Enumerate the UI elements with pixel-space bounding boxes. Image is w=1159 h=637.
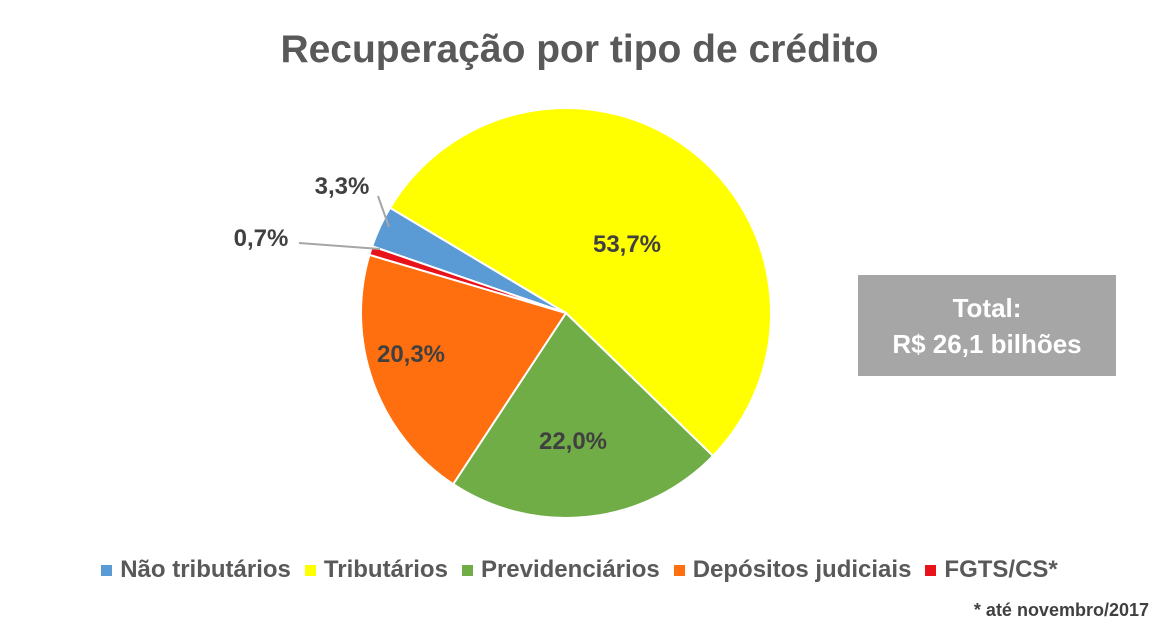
legend-swatch bbox=[673, 564, 685, 576]
data-label: 22,0% bbox=[539, 428, 607, 455]
legend-swatch bbox=[304, 564, 316, 576]
legend-item: FGTS/CS* bbox=[925, 556, 1058, 584]
chart-title: Recuperação por tipo de crédito bbox=[280, 28, 879, 71]
data-label: 3,3% bbox=[315, 173, 370, 200]
legend-swatch bbox=[461, 564, 473, 576]
legend-item: Previdenciários bbox=[461, 556, 660, 584]
legend-label: Previdenciários bbox=[480, 556, 660, 583]
total-box: Total: R$ 26,1 bilhões bbox=[858, 275, 1116, 376]
total-label: Total: bbox=[952, 292, 1022, 323]
data-label: 0,7% bbox=[234, 225, 289, 252]
legend: Não tributários Tributários Previdenciár… bbox=[0, 556, 1159, 584]
legend-item: Depósitos judiciais bbox=[673, 556, 912, 584]
pie-slice bbox=[388, 107, 772, 458]
pie-slice bbox=[451, 311, 715, 519]
legend-label: Não tributários bbox=[120, 556, 291, 583]
leader-line bbox=[298, 242, 381, 250]
leader-line bbox=[377, 195, 390, 228]
legend-label: Tributários bbox=[323, 556, 448, 583]
legend-item: Tributários bbox=[304, 556, 448, 584]
legend-item: Não tributários bbox=[101, 556, 291, 584]
pie-slice bbox=[368, 244, 567, 314]
legend-swatch bbox=[925, 564, 937, 576]
footnote: * até novembro/2017 bbox=[973, 600, 1149, 620]
legend-label: Depósitos judiciais bbox=[692, 556, 912, 583]
data-label: 20,3% bbox=[377, 341, 445, 368]
pie-slice bbox=[360, 253, 568, 486]
legend-swatch bbox=[101, 564, 113, 576]
legend-label: FGTS/CS* bbox=[944, 556, 1058, 583]
total-value: R$ 26,1 bilhões bbox=[892, 328, 1082, 359]
data-label: 53,7% bbox=[593, 231, 661, 258]
